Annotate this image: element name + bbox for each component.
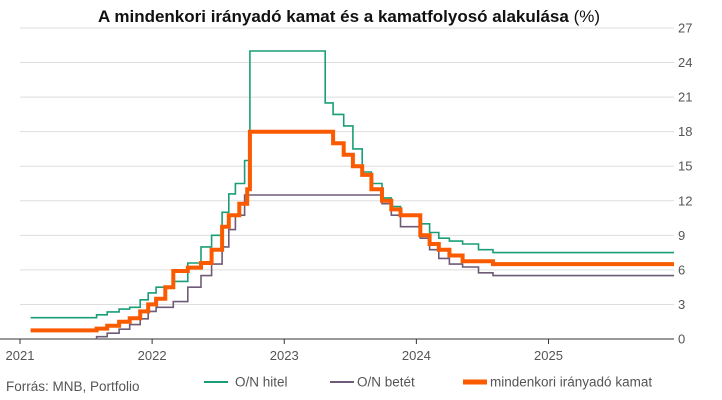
chart-title-unit: (%) <box>574 7 600 26</box>
legend-item-iranyado-kamat: mindenkori irányadó kamat <box>463 375 652 390</box>
y-axis-ticks: 0 3 6 9 12 15 18 21 24 27 <box>678 21 692 347</box>
y-tick-label: 6 <box>678 262 685 277</box>
gridlines <box>20 27 674 305</box>
legend-label: O/N betét <box>357 375 415 390</box>
y-tick-label: 9 <box>678 228 685 243</box>
y-tick-label: 12 <box>678 193 692 208</box>
legend-label: O/N hitel <box>235 375 288 390</box>
legend-label: mindenkori irányadó kamat <box>490 375 652 390</box>
series-line-on-betet <box>95 194 674 340</box>
x-tick-label: 2025 <box>534 348 563 363</box>
y-tick-label: 0 <box>678 332 685 347</box>
x-tick-label: 2021 <box>6 348 35 363</box>
y-tick-label: 21 <box>678 90 692 105</box>
y-tick-label: 3 <box>678 297 685 312</box>
chart-title-text: A mindenkori irányadó kamat és a kamatfo… <box>98 7 569 26</box>
x-tick-label: 2024 <box>402 348 431 363</box>
legend-item-on-hitel: O/N hitel <box>204 375 288 390</box>
x-tick-label: 2022 <box>138 348 167 363</box>
y-tick-label: 18 <box>678 124 692 139</box>
legend-item-on-betet: O/N betét <box>330 375 415 390</box>
chart-title: A mindenkori irányadó kamat és a kamatfo… <box>98 7 600 26</box>
x-tick-label: 2023 <box>270 348 299 363</box>
y-tick-label: 15 <box>678 159 692 174</box>
x-axis: 2021 2022 2023 2024 2025 <box>0 338 674 363</box>
series-lines <box>30 50 674 340</box>
legend: O/N hitel O/N betét mindenkori irányadó ka… <box>204 375 652 390</box>
series-line-iranyado-kamat <box>30 129 674 333</box>
y-tick-label: 24 <box>678 55 692 70</box>
series-line-on-hitel <box>30 50 674 319</box>
y-tick-label: 27 <box>678 21 692 36</box>
source-note: Forrás: MNB, Portfolio <box>6 379 140 394</box>
